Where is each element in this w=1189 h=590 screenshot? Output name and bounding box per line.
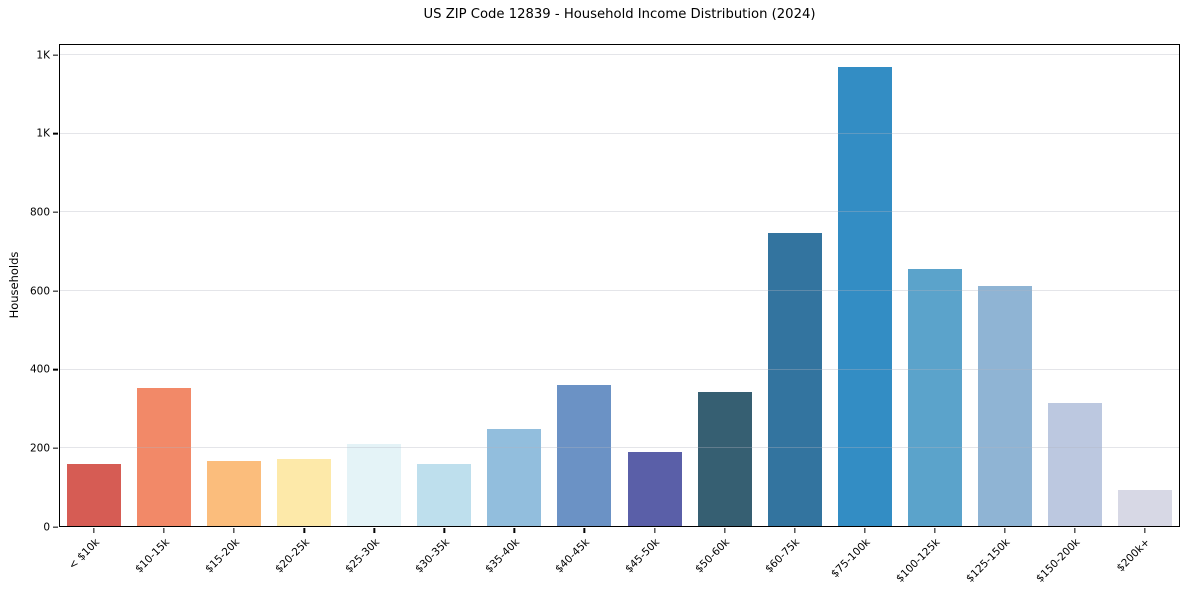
x-tick-label-10-15k: $10-15k: [132, 536, 172, 576]
bar-125-150k: [977, 286, 1032, 527]
x-tick-mark: [934, 528, 936, 534]
y-tick-mark: [52, 290, 58, 292]
gridline-600: [59, 290, 1180, 292]
x-tick-label-40-45k: $40-45k: [553, 536, 593, 576]
bar-10k: [67, 464, 122, 527]
y-tick-mark: [52, 447, 58, 449]
y-tick-mark: [52, 526, 58, 528]
x-tick-mark: [653, 528, 656, 534]
x-tick-mark: [583, 528, 586, 534]
y-tick-mark: [52, 133, 58, 135]
x-tick-label-30-35k: $30-35k: [413, 536, 453, 576]
x-tick-label-10k: < $10k: [66, 536, 102, 572]
gridline-1200: [59, 54, 1180, 56]
x-tick-mark: [303, 528, 305, 534]
y-tick-label: 600: [29, 284, 50, 297]
bar-25-30k: [347, 443, 402, 527]
x-tick-label-100-125k: $100-125k: [894, 536, 943, 585]
x-tick-mark: [163, 528, 165, 534]
y-tick-mark: [52, 369, 58, 371]
x-tick-label-60-75k: $60-75k: [763, 536, 803, 576]
y-tick-label: 1K: [36, 127, 50, 140]
y-tick-label: 800: [29, 206, 50, 219]
y-tick-label: 1K: [36, 48, 50, 61]
x-tick-mark: [513, 528, 516, 534]
x-tick-mark: [443, 528, 445, 534]
y-tick-mark: [52, 54, 58, 56]
y-tick-label: 0: [43, 520, 50, 533]
x-tick-label-45-50k: $45-50k: [623, 536, 663, 576]
x-tick-mark: [1004, 528, 1006, 534]
bar-15-20k: [207, 460, 262, 527]
x-tick-label-20-25k: $20-25k: [272, 536, 312, 576]
x-tick-mark: [864, 528, 866, 534]
x-tick-mark: [723, 528, 726, 534]
bar-40-45k: [557, 384, 612, 527]
bar-150-200k: [1047, 402, 1102, 527]
x-tick-mark: [233, 528, 235, 534]
x-tick-label-75-100k: $75-100k: [828, 536, 873, 581]
y-tick-mark: [52, 211, 58, 213]
x-tick-mark: [794, 528, 796, 534]
x-tick-label-125-150k: $125-150k: [964, 536, 1013, 585]
y-tick-label: 200: [29, 442, 50, 455]
bar-45-50k: [627, 452, 682, 527]
x-tick-label-150-200k: $150-200k: [1034, 536, 1083, 585]
x-tick-mark: [373, 528, 375, 534]
x-tick-label-35-40k: $35-40k: [483, 536, 523, 576]
gridline-400: [59, 368, 1180, 370]
chart-title: US ZIP Code 12839 - Household Income Dis…: [423, 7, 816, 22]
plot-area: < $10k $10-15k $15-20k $20-25k $25-30k $30-35…: [30, 44, 1180, 585]
bar-30-35k: [417, 464, 472, 527]
y-tick-label: 400: [29, 363, 50, 376]
bar-200k: [1117, 489, 1172, 527]
gridline-1000: [59, 132, 1180, 134]
gridline-800: [59, 211, 1180, 213]
bar-50-60k: [697, 391, 752, 527]
bar-75-100k: [837, 66, 892, 527]
x-tick-label-25-30k: $25-30k: [342, 536, 383, 576]
x-tick-mark: [93, 528, 95, 534]
bar-100-125k: [907, 268, 962, 527]
bar-20-25k: [277, 459, 332, 527]
gridline-200: [59, 447, 1180, 449]
bar-60-75k: [767, 233, 822, 527]
x-tick-mark: [1144, 528, 1146, 534]
y-axis-label: Households: [7, 251, 21, 319]
bar-35-40k: [487, 428, 542, 527]
x-tick-label-15-20k: $15-20k: [202, 536, 242, 576]
bar-10-15k: [137, 387, 192, 527]
x-tick-label-50-60k: $50-60k: [693, 536, 733, 576]
x-tick-mark: [1074, 528, 1076, 534]
x-tick-label-200k: $200k+: [1114, 536, 1153, 575]
